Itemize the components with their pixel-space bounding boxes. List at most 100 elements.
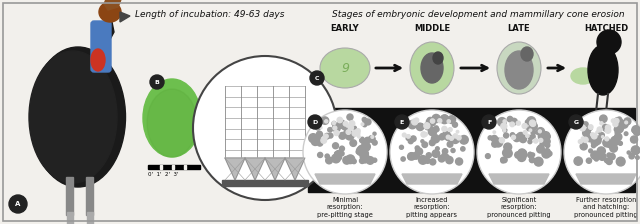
Circle shape: [491, 136, 497, 142]
Circle shape: [422, 142, 428, 147]
Circle shape: [362, 142, 371, 151]
Circle shape: [446, 135, 450, 139]
Circle shape: [520, 136, 527, 143]
Circle shape: [360, 138, 364, 143]
Circle shape: [614, 118, 622, 125]
Circle shape: [538, 134, 544, 140]
Circle shape: [321, 138, 326, 143]
Circle shape: [440, 134, 445, 140]
Circle shape: [597, 30, 621, 54]
Circle shape: [597, 147, 605, 155]
Circle shape: [609, 153, 615, 160]
Circle shape: [486, 154, 490, 159]
Circle shape: [529, 157, 535, 163]
Polygon shape: [576, 174, 636, 184]
Circle shape: [438, 119, 442, 123]
Circle shape: [328, 133, 333, 138]
Polygon shape: [148, 165, 200, 169]
Text: EARLY: EARLY: [331, 24, 359, 33]
Circle shape: [539, 138, 543, 142]
Circle shape: [410, 153, 416, 159]
Text: C: C: [315, 75, 319, 80]
Circle shape: [591, 133, 594, 136]
Circle shape: [532, 124, 537, 128]
Text: Length of incubation: 49-63 days: Length of incubation: 49-63 days: [135, 10, 285, 19]
Bar: [87, 212, 93, 224]
Circle shape: [515, 152, 522, 158]
Circle shape: [598, 153, 606, 160]
Circle shape: [373, 132, 376, 135]
Circle shape: [593, 142, 596, 146]
Circle shape: [598, 136, 602, 140]
Circle shape: [426, 120, 429, 123]
Circle shape: [624, 132, 628, 136]
Text: A: A: [15, 201, 20, 207]
Circle shape: [513, 135, 520, 142]
Circle shape: [529, 129, 532, 131]
Circle shape: [424, 123, 430, 129]
Circle shape: [545, 134, 550, 139]
Circle shape: [501, 159, 504, 163]
Circle shape: [364, 119, 369, 124]
Circle shape: [600, 122, 603, 125]
Circle shape: [369, 136, 375, 142]
Ellipse shape: [497, 42, 541, 94]
Circle shape: [493, 131, 495, 133]
Circle shape: [424, 122, 432, 130]
Circle shape: [538, 130, 541, 133]
Circle shape: [503, 129, 506, 132]
Circle shape: [337, 117, 342, 123]
Circle shape: [535, 130, 540, 134]
Circle shape: [516, 121, 520, 125]
Circle shape: [588, 133, 591, 136]
Circle shape: [611, 119, 615, 123]
Circle shape: [477, 110, 561, 194]
Circle shape: [545, 143, 550, 148]
Text: 9: 9: [341, 62, 349, 75]
Circle shape: [580, 122, 585, 126]
Circle shape: [425, 158, 430, 163]
Circle shape: [501, 123, 507, 129]
Circle shape: [431, 129, 435, 133]
Circle shape: [632, 126, 640, 134]
Circle shape: [310, 71, 324, 85]
Circle shape: [605, 137, 609, 141]
Circle shape: [443, 131, 450, 139]
Circle shape: [332, 154, 340, 163]
Circle shape: [356, 131, 360, 136]
Circle shape: [603, 125, 609, 131]
Circle shape: [317, 140, 323, 146]
Circle shape: [312, 138, 319, 145]
Circle shape: [632, 129, 636, 132]
Circle shape: [529, 120, 535, 126]
Circle shape: [333, 143, 339, 149]
Circle shape: [360, 152, 369, 160]
Circle shape: [356, 146, 365, 155]
Circle shape: [510, 122, 515, 127]
Circle shape: [427, 117, 433, 124]
Circle shape: [415, 146, 419, 150]
Circle shape: [611, 136, 620, 145]
Circle shape: [324, 134, 328, 138]
Circle shape: [436, 147, 439, 151]
Circle shape: [538, 145, 544, 151]
Circle shape: [352, 130, 358, 136]
Circle shape: [390, 110, 474, 194]
Circle shape: [625, 121, 628, 124]
Circle shape: [342, 123, 348, 130]
Circle shape: [522, 124, 527, 128]
Circle shape: [344, 129, 352, 138]
Text: Further resorption
and hatching:
pronounced pitting: Further resorption and hatching: pronoun…: [574, 197, 638, 218]
Circle shape: [448, 128, 452, 131]
FancyBboxPatch shape: [599, 48, 613, 66]
Text: G: G: [573, 119, 579, 125]
Circle shape: [426, 153, 431, 158]
Circle shape: [495, 139, 499, 143]
Polygon shape: [402, 174, 462, 184]
Circle shape: [408, 139, 413, 144]
Polygon shape: [104, 0, 122, 10]
Circle shape: [610, 144, 618, 152]
Circle shape: [412, 119, 418, 125]
Circle shape: [333, 126, 337, 130]
Circle shape: [534, 157, 543, 166]
